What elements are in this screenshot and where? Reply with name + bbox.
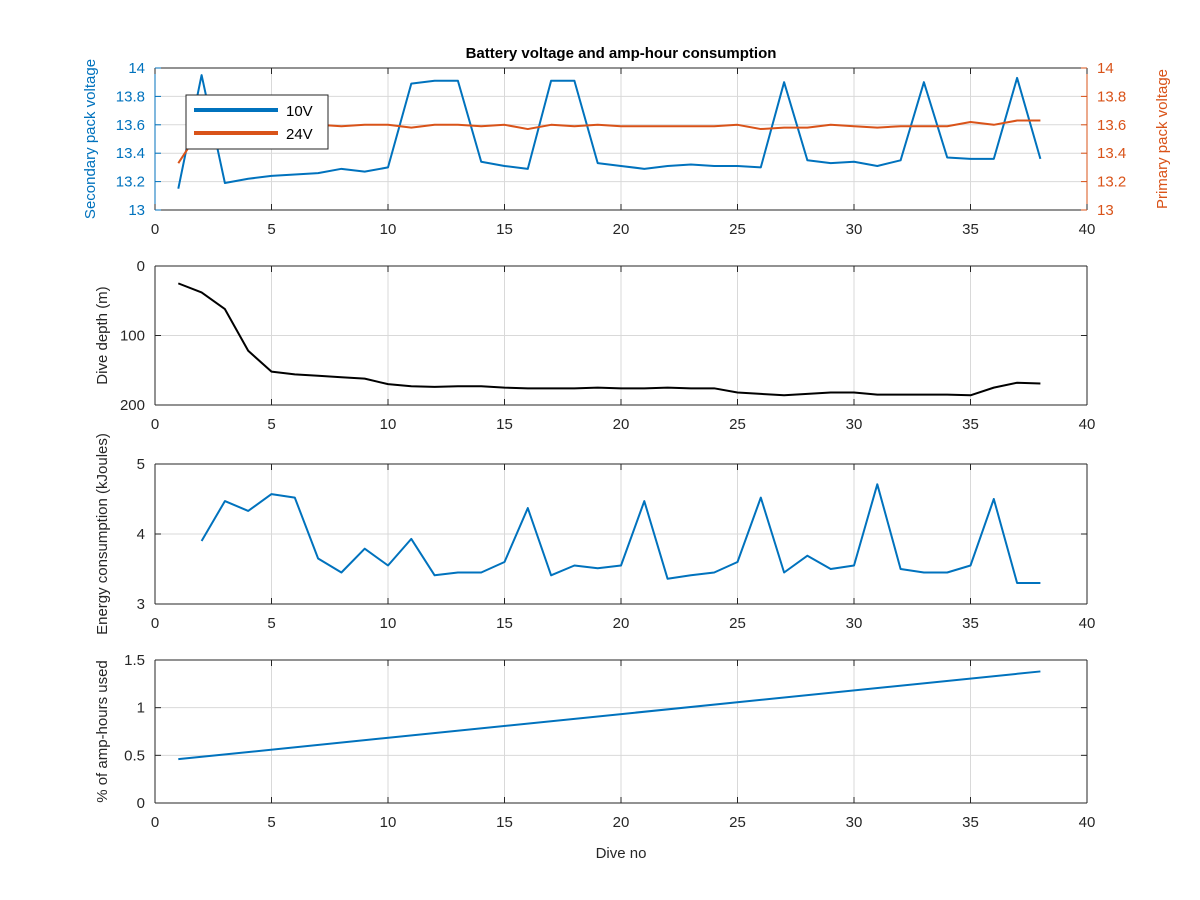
y-tick-label: 5 (137, 456, 145, 473)
x-tick-label: 10 (380, 814, 397, 831)
y-tick-label: 14 (128, 60, 145, 77)
x-tick-label: 35 (962, 221, 979, 238)
x-tick-label: 25 (729, 221, 746, 238)
x-tick-label: 35 (962, 615, 979, 632)
y-tick-label-right: 13.6 (1097, 117, 1126, 134)
x-tick-label: 40 (1079, 814, 1096, 831)
x-tick-label: 10 (380, 615, 397, 632)
x-tick-label: 0 (151, 416, 159, 433)
y-axis-label: % of amp-hours used (94, 660, 111, 803)
y-tick-label: 13.4 (116, 145, 145, 162)
series-line-1-0 (177, 282, 1041, 397)
y-tick-label: 0.5 (124, 747, 145, 764)
y-tick-label: 4 (137, 526, 145, 543)
y-axis-label: Dive depth (m) (94, 286, 111, 384)
panel-amp-hours: 0 5 10 15 20 25 30 35 40 0 0.5 1 1.5 % of amp-hours u… (94, 652, 1095, 862)
x-tick-label: 35 (962, 814, 979, 831)
x-tick-label: 5 (267, 615, 275, 632)
y-tick-label: 1 (137, 700, 145, 717)
panel-energy-consumption: 0 5 10 15 20 25 30 35 40 3 4 5 Energy consumption (k… (94, 433, 1095, 635)
x-tick-label: 35 (962, 416, 979, 433)
x-tick-label: 0 (151, 615, 159, 632)
y-tick-label: 0 (137, 795, 145, 812)
x-tick-label: 0 (151, 221, 159, 238)
y-tick-label: 0 (137, 258, 145, 275)
series-line-10v (177, 74, 1042, 189)
figure-title: Battery voltage and amp-hour consumption (466, 45, 777, 62)
x-tick-label: 25 (729, 416, 746, 433)
y-tick-label-right: 13.8 (1097, 88, 1126, 105)
y-axis-label-right: Primary pack voltage (1154, 69, 1171, 209)
x-tick-label: 20 (613, 615, 630, 632)
x-tick-label: 30 (846, 615, 863, 632)
x-tick-label: 10 (380, 416, 397, 433)
x-axis-label: Dive no (596, 845, 647, 862)
x-tick-label: 40 (1079, 221, 1096, 238)
legend-label: 24V (286, 126, 313, 143)
x-tick-label: 15 (496, 615, 513, 632)
y-tick-label: 13.2 (116, 174, 145, 191)
x-tick-label: 25 (729, 615, 746, 632)
x-tick-label: 40 (1079, 615, 1096, 632)
y-tick-label: 200 (120, 397, 145, 414)
y-tick-label: 1.5 (124, 652, 145, 669)
x-tick-label: 0 (151, 814, 159, 831)
x-tick-label: 40 (1079, 416, 1096, 433)
x-tick-label: 25 (729, 814, 746, 831)
panel-voltage: 0 5 10 15 20 25 30 35 401313.213.413.613.8141313… (82, 59, 1171, 238)
x-tick-label: 30 (846, 221, 863, 238)
x-tick-label: 5 (267, 221, 275, 238)
x-tick-label: 20 (613, 221, 630, 238)
series-line-3-0 (178, 670, 1041, 761)
y-axis-label: Secondary pack voltage (82, 59, 99, 219)
x-tick-label: 15 (496, 221, 513, 238)
y-tick-label-right: 13 (1097, 202, 1114, 219)
x-tick-label: 30 (846, 416, 863, 433)
x-tick-label: 5 (267, 814, 275, 831)
x-tick-label: 15 (496, 814, 513, 831)
x-tick-label: 5 (267, 416, 275, 433)
x-tick-label: 15 (496, 416, 513, 433)
x-tick-label: 20 (613, 416, 630, 433)
y-tick-label-right: 13.4 (1097, 145, 1126, 162)
y-tick-label-right: 13.2 (1097, 174, 1126, 191)
y-tick-label: 3 (137, 596, 145, 613)
y-axis-label: Energy consumption (kJoules) (94, 433, 111, 635)
y-tick-label: 100 (120, 328, 145, 345)
series-line-2-0 (200, 483, 1041, 584)
legend-label: 10V (286, 103, 313, 120)
y-tick-label-right: 14 (1097, 60, 1114, 77)
legend-box (185, 94, 329, 150)
x-tick-label: 30 (846, 814, 863, 831)
x-tick-label: 20 (613, 814, 630, 831)
y-tick-label: 13.6 (116, 117, 145, 134)
x-tick-label: 10 (380, 221, 397, 238)
y-tick-label: 13 (128, 202, 145, 219)
y-tick-label: 13.8 (116, 88, 145, 105)
panel-dive-depth: 0 5 10 15 20 25 30 35 40 0 100 200 Dive depth (m) (94, 258, 1095, 433)
